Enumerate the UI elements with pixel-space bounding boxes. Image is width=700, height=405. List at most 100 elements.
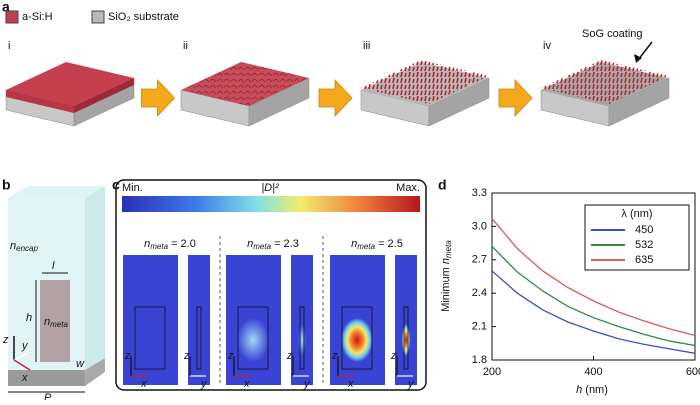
pillar-array	[361, 60, 489, 104]
dimension: w	[76, 358, 85, 370]
case-label: nmeta = 2.3	[247, 238, 299, 251]
axis-label: z	[331, 350, 338, 362]
x-axis-title: h (nm)	[576, 384, 608, 396]
hotspot	[341, 318, 373, 362]
subscript: meta	[150, 242, 168, 251]
hotspot	[298, 324, 306, 356]
dimension: l	[52, 260, 55, 272]
x-tick-label: 600	[686, 366, 700, 378]
text: Minimum	[440, 267, 452, 312]
process-arrow	[318, 78, 353, 118]
unit: (nm)	[585, 384, 608, 396]
axis-label: x	[140, 378, 147, 390]
step-label: ii	[183, 40, 188, 52]
symbol: n	[10, 240, 16, 252]
x-tick-label: 400	[584, 366, 602, 378]
legend-label: 532	[635, 239, 653, 251]
series-line	[491, 270, 696, 354]
text: = 2.3	[274, 238, 299, 250]
x-tick-label: 200	[483, 366, 501, 378]
dimension: P	[44, 392, 52, 400]
plot: 1.8 2.1 2.4 2.7 3.0 3.3 200 400 600 λ (nm) 450 532 6…	[472, 187, 700, 378]
legend-label: 635	[635, 254, 653, 266]
annotation: SoG coating	[582, 28, 643, 40]
hotspot	[237, 318, 269, 362]
annotation-arrow	[637, 41, 653, 61]
subscript: meta	[253, 242, 271, 251]
y-axis-title: Minimum nmeta	[440, 240, 453, 312]
step-label: iii	[363, 40, 370, 52]
legend-text: SiO₂ substrate	[108, 11, 179, 23]
slab: iii	[360, 40, 533, 127]
film-side	[6, 90, 74, 113]
axis-label: x	[347, 378, 354, 390]
colorbar-min: Min.	[122, 182, 143, 194]
slab-side	[428, 77, 490, 127]
symbol: n	[351, 238, 357, 250]
panel-label: d	[438, 177, 447, 193]
pillar-outline	[237, 306, 269, 370]
series-line	[491, 218, 696, 337]
symbol: n	[247, 238, 253, 250]
y-tick-label: 2.1	[472, 321, 487, 333]
symbol: h	[576, 384, 582, 396]
colorbar-title: |D|²	[261, 182, 279, 194]
field-yz	[188, 255, 210, 385]
axis-label: z	[2, 334, 9, 346]
text: = 2.0	[171, 238, 196, 250]
process-arrow	[498, 78, 533, 118]
pillar-outline	[196, 306, 202, 370]
panel-label: b	[2, 177, 11, 193]
field-yz	[291, 255, 313, 385]
axis-label: y	[303, 378, 311, 390]
y-tick-label: 2.7	[472, 254, 487, 266]
y-tick-label: 3.0	[472, 220, 487, 232]
axis-label: y	[407, 378, 415, 390]
axis-label: y	[200, 378, 208, 390]
text: = 2.5	[378, 238, 403, 250]
slab: iv	[540, 40, 670, 127]
slab-side	[608, 77, 670, 127]
axis-label: z	[227, 350, 234, 362]
unit-cell	[8, 186, 105, 393]
y-tick-label: 1.8	[472, 354, 487, 366]
subscript: meta	[444, 240, 453, 258]
y-tick-label: 2.4	[472, 287, 487, 299]
axis-label: x	[243, 378, 250, 390]
y-tick-label: 3.3	[472, 187, 487, 199]
meta-index: nmeta	[44, 316, 68, 329]
pillar-outline	[134, 306, 166, 370]
axis-label: z	[183, 350, 190, 362]
slab-top	[181, 62, 309, 106]
case-label: nmeta = 2.5	[351, 238, 403, 251]
symbol: n	[144, 238, 150, 250]
pillar-array	[541, 60, 669, 104]
symbol: n	[440, 258, 452, 264]
process-arrow	[141, 78, 176, 118]
panel-frame	[115, 179, 427, 391]
subscript: meta	[357, 242, 375, 251]
subscript: meta	[50, 320, 68, 329]
symbol: n	[44, 316, 50, 328]
axis-label: z	[124, 350, 131, 362]
pillar-outline	[403, 306, 409, 370]
panel-label: a	[2, 0, 10, 15]
encap-index: nencap	[10, 240, 38, 253]
slab: ii	[180, 40, 353, 127]
annotation-arrowhead	[634, 54, 642, 63]
hotspot	[402, 324, 410, 356]
axis-label: x	[21, 372, 28, 384]
axis-label: y	[21, 340, 29, 352]
axis-label: z	[286, 350, 293, 362]
field-yz	[395, 255, 417, 385]
legend-title: λ (nm)	[621, 208, 652, 220]
legend-label: 450	[635, 224, 653, 236]
pillar-outline	[299, 306, 305, 370]
series-line	[491, 245, 696, 347]
pillar-outline	[341, 306, 373, 370]
subscript: encap	[16, 244, 38, 253]
film-side	[74, 78, 134, 113]
legend-swatch	[91, 10, 105, 24]
